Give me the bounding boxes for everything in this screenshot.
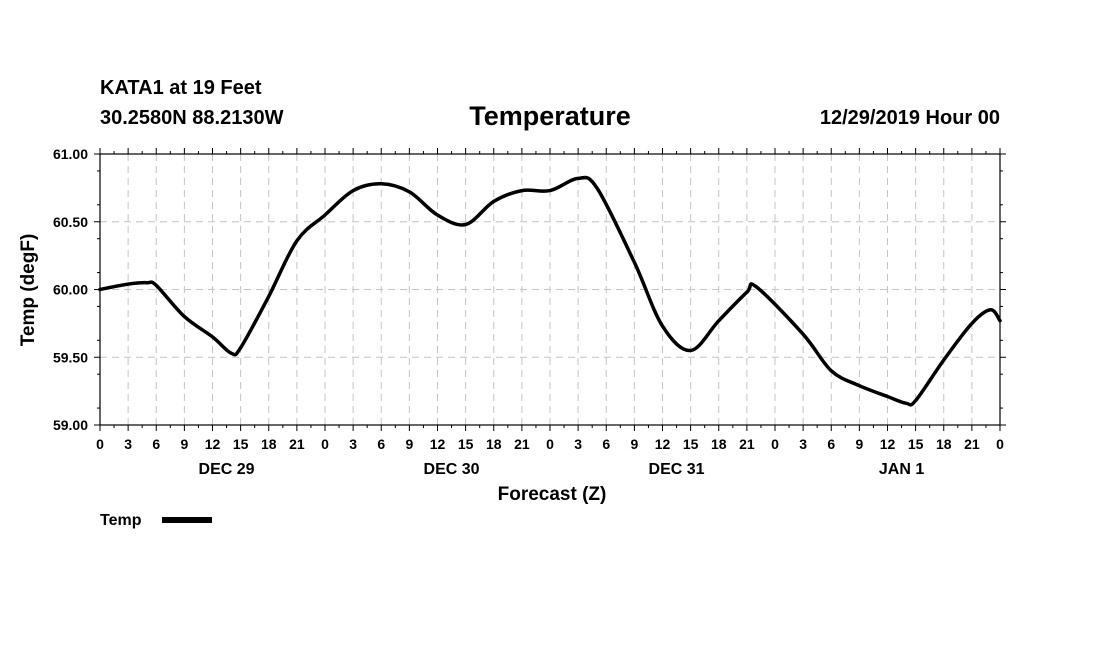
day-label: DEC 29 bbox=[199, 461, 255, 478]
x-tick-label: 6 bbox=[377, 436, 385, 452]
temp-series-line bbox=[98, 175, 1002, 407]
x-tick-label: 12 bbox=[430, 436, 446, 452]
x-tick-label: 18 bbox=[486, 436, 502, 452]
plot-frame bbox=[99, 153, 1001, 426]
gridlines bbox=[100, 154, 1000, 425]
y-axis-label: Temp (degF) bbox=[18, 234, 39, 347]
x-tick-label: 0 bbox=[321, 436, 329, 452]
x-tick-label: 3 bbox=[574, 436, 582, 452]
forecast-datetime: 12/29/2019 Hour 00 bbox=[820, 107, 1000, 129]
x-tick-label: 21 bbox=[514, 436, 530, 452]
legend: Temp bbox=[100, 512, 212, 529]
y-axis-ticks: 59.00 59.50 60.00 60.50 61.00 bbox=[53, 146, 1006, 433]
x-tick-label: 0 bbox=[96, 436, 104, 452]
x-tick-label: 15 bbox=[683, 436, 699, 452]
x-tick-label: 9 bbox=[180, 436, 188, 452]
x-tick-label: 0 bbox=[996, 436, 1004, 452]
chart-title: Temperature bbox=[469, 101, 631, 131]
x-tick-label: 12 bbox=[655, 436, 671, 452]
x-tick-label: 15 bbox=[458, 436, 474, 452]
x-tick-label: 12 bbox=[205, 436, 221, 452]
x-tick-label: 3 bbox=[799, 436, 807, 452]
day-label: JAN 1 bbox=[879, 461, 924, 478]
legend-label: Temp bbox=[100, 512, 142, 529]
coordinates-label: 30.2580N 88.2130W bbox=[100, 107, 284, 129]
x-tick-label: 15 bbox=[233, 436, 249, 452]
x-tick-label: 9 bbox=[630, 436, 638, 452]
y-tick-label: 59.00 bbox=[53, 417, 88, 433]
x-tick-label: 0 bbox=[546, 436, 554, 452]
x-tick-label: 21 bbox=[289, 436, 305, 452]
y-tick-label: 59.50 bbox=[53, 349, 88, 365]
y-tick-label: 60.50 bbox=[53, 214, 88, 230]
x-tick-label: 6 bbox=[827, 436, 835, 452]
x-tick-label: 18 bbox=[936, 436, 952, 452]
x-tick-label: 9 bbox=[855, 436, 863, 452]
y-tick-label: 61.00 bbox=[53, 146, 88, 162]
x-tick-label: 15 bbox=[908, 436, 924, 452]
station-label: KATA1 at 19 Feet bbox=[100, 77, 262, 99]
y-tick-label: 60.00 bbox=[53, 282, 88, 298]
x-tick-label: 3 bbox=[124, 436, 132, 452]
x-tick-label: 18 bbox=[261, 436, 277, 452]
day-label: DEC 31 bbox=[649, 461, 705, 478]
x-tick-label: 12 bbox=[880, 436, 896, 452]
x-tick-label: 18 bbox=[711, 436, 727, 452]
x-tick-label: 21 bbox=[739, 436, 755, 452]
x-tick-label: 3 bbox=[349, 436, 357, 452]
day-label: DEC 30 bbox=[424, 461, 480, 478]
x-tick-label: 21 bbox=[964, 436, 980, 452]
x-tick-label: 0 bbox=[771, 436, 779, 452]
x-tick-label: 6 bbox=[152, 436, 160, 452]
x-tick-label: 9 bbox=[405, 436, 413, 452]
x-axis-label: Forecast (Z) bbox=[498, 484, 607, 505]
x-tick-label: 6 bbox=[602, 436, 610, 452]
day-labels: DEC 29 DEC 30 DEC 31 JAN 1 bbox=[199, 461, 925, 478]
